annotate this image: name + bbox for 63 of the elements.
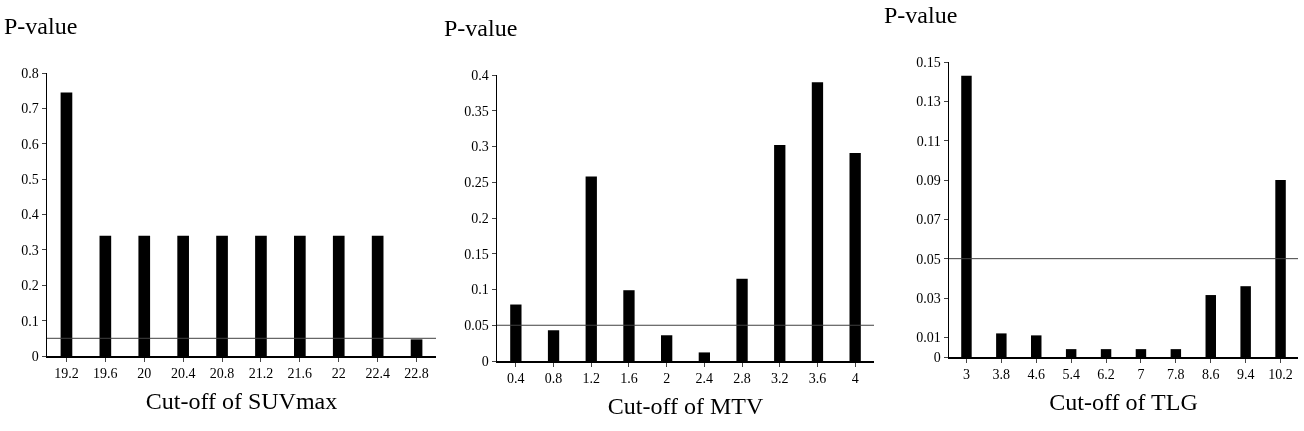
- x-tick-label: 19.6: [93, 366, 118, 382]
- x-tick-label: 8.6: [1202, 367, 1220, 383]
- y-tick-label: 0.07: [916, 212, 941, 228]
- y-axis-title: P-value: [4, 13, 78, 39]
- y-tick-label: 0.05: [916, 251, 941, 267]
- y-tick-label: 0.05: [464, 318, 489, 334]
- x-tick-label: 2.8: [733, 371, 751, 387]
- y-tick-label: 0.4: [21, 207, 39, 223]
- y-tick-label: 0.6: [21, 136, 39, 152]
- x-tick-label: 9.4: [1236, 367, 1255, 383]
- x-tick-label: 0.4: [507, 371, 525, 387]
- y-tick-label: 0.35: [464, 103, 489, 119]
- y-tick-label: 0.4: [471, 67, 489, 83]
- y-tick-label: 0.2: [21, 278, 39, 294]
- x-tick-label: 21.6: [287, 366, 313, 382]
- y-tick-label: 0.25: [464, 175, 489, 191]
- x-tick-label: 20: [137, 366, 152, 382]
- x-tick-label: 5.4: [1062, 367, 1080, 383]
- x-tick-label: 22.4: [365, 366, 390, 382]
- x-tick-label: 22.8: [404, 366, 429, 382]
- y-tick-label: 0.3: [471, 139, 489, 155]
- x-tick-label: 6.2: [1097, 367, 1115, 383]
- x-tick-label: 1.6: [620, 371, 638, 387]
- y-tick-label: 0.8: [21, 65, 39, 81]
- x-tick-label: 4: [851, 371, 859, 387]
- y-tick-label: 0.01: [916, 330, 941, 346]
- x-tick-label: 20.8: [209, 366, 235, 382]
- x-tick-label: 2: [663, 371, 671, 387]
- y-tick-label: 0.13: [916, 94, 941, 110]
- y-axis-title: P-value: [884, 2, 958, 28]
- x-tick-label: 4.6: [1027, 367, 1045, 383]
- y-tick-label: 0: [31, 348, 39, 364]
- y-tick-label: 0: [933, 349, 941, 365]
- y-tick-label: 0.1: [471, 282, 489, 298]
- x-tick-label: 20.4: [170, 366, 196, 382]
- x-tick-label: 7.8: [1167, 367, 1185, 383]
- y-tick-label: 0.7: [21, 101, 39, 117]
- x-tick-label: 3: [962, 367, 970, 383]
- x-tick-label: 1.2: [582, 371, 600, 387]
- x-tick-label: 10.2: [1268, 367, 1293, 383]
- y-tick-label: 0.3: [21, 242, 39, 258]
- x-axis-title: Cut-off of SUVmax: [145, 388, 338, 415]
- x-tick-label: 22: [331, 366, 346, 382]
- x-axis-title: Cut-off of MTV: [607, 393, 764, 420]
- x-tick-label: 21.2: [248, 366, 274, 382]
- x-tick-label: 19.2: [54, 366, 79, 382]
- y-tick-label: 0.09: [916, 172, 941, 188]
- x-tick-label: 0.8: [544, 371, 563, 387]
- x-tick-label: 3.8: [992, 367, 1011, 383]
- x-tick-label: 7: [1137, 367, 1145, 383]
- y-axis-title: P-value: [444, 15, 518, 41]
- x-tick-label: 3.2: [771, 371, 789, 387]
- y-tick-label: 0.5: [21, 172, 39, 188]
- y-tick-label: 0.1: [21, 313, 39, 329]
- y-tick-label: 0: [481, 353, 489, 369]
- x-axis-title: Cut-off of TLG: [1049, 389, 1198, 416]
- x-tick-label: 3.6: [808, 371, 827, 387]
- x-tick-label: 2.4: [695, 371, 714, 387]
- y-tick-label: 0.03: [916, 290, 941, 306]
- y-tick-label: 0.2: [471, 210, 489, 226]
- y-tick-label: 0.15: [464, 246, 489, 262]
- y-tick-label: 0.11: [916, 133, 941, 149]
- y-tick-label: 0.15: [916, 54, 941, 70]
